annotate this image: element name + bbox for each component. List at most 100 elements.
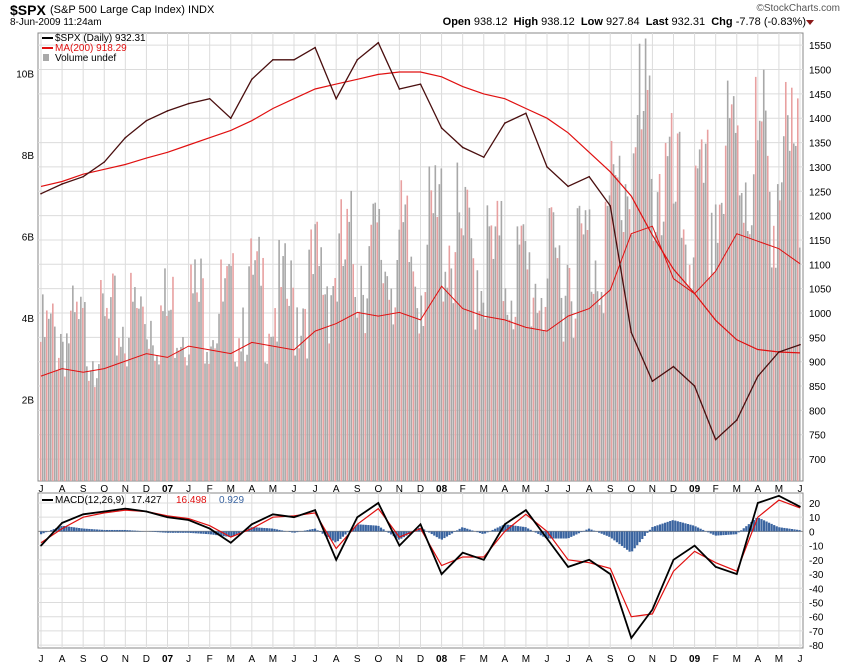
macd-histogram-bar <box>83 528 86 532</box>
volume-bar <box>156 356 158 481</box>
volume-bar <box>46 310 48 481</box>
volume-bar <box>564 295 567 481</box>
volume-bar <box>554 247 557 481</box>
legend-price-text: $SPX (Daily) 932.31 <box>55 33 146 44</box>
x-tick-label-top: D <box>670 484 677 495</box>
volume-bar <box>360 265 363 481</box>
volume-bar <box>178 350 180 481</box>
volume-bar <box>784 81 787 481</box>
x-tick-label-bottom: N <box>396 654 403 665</box>
volume-bar <box>504 288 507 481</box>
volume-bar <box>568 267 571 481</box>
macd-histogram-bar <box>341 531 345 537</box>
macd-histogram-bar <box>722 531 725 536</box>
volume-bar <box>174 357 176 481</box>
volume-bar <box>320 247 322 481</box>
x-tick-label-top: S <box>607 484 614 495</box>
macd-histogram-bar <box>308 529 312 532</box>
macd-histogram-bar <box>686 524 690 532</box>
macd-histogram-bar <box>306 530 309 532</box>
volume-bar <box>630 234 633 481</box>
description-text: (S&P 500 Large Cap Index) <box>50 4 185 16</box>
volume-bar <box>108 318 110 481</box>
volume-bar <box>658 173 661 481</box>
price-point <box>525 112 527 115</box>
price-point <box>799 343 801 346</box>
volume-bar <box>696 168 699 481</box>
price-point <box>757 375 759 378</box>
macd-histogram-bar <box>615 531 619 543</box>
volume-bar <box>542 330 545 481</box>
volume-bar <box>444 271 447 481</box>
macd-histogram-bar <box>476 531 479 533</box>
x-tick-label-top: S <box>354 484 361 495</box>
x-tick-label-bottom: N <box>122 654 129 665</box>
macd-histogram-bar <box>400 531 403 539</box>
credit-label[interactable]: ©StockCharts.com <box>756 3 840 14</box>
volume-bar <box>538 310 541 481</box>
volume-bar <box>182 337 184 481</box>
macd-histogram-bar <box>438 531 441 539</box>
volume-bar <box>446 287 449 481</box>
macd-point <box>757 502 759 504</box>
price-y-tick-label: 1400 <box>809 114 832 125</box>
macd-histogram-bar <box>765 521 768 532</box>
x-tick-label-bottom: 08 <box>436 654 448 665</box>
volume-y-tick-label: 8B <box>22 151 35 162</box>
macd-histogram-bar <box>372 525 375 532</box>
macd-histogram-bar <box>255 527 258 532</box>
macd-histogram-bar <box>757 517 761 532</box>
volume-bar <box>242 307 244 481</box>
macd-y-tick-label: -30 <box>809 570 824 581</box>
macd-point <box>567 566 569 568</box>
volume-bar <box>738 195 741 482</box>
volume-bar <box>582 234 585 481</box>
x-tick-label-bottom: A <box>586 654 593 665</box>
macd-histogram-bar <box>696 527 700 532</box>
macd-point <box>293 516 295 518</box>
macd-histogram-bar <box>321 531 324 534</box>
legend-signal-value: 16.498 <box>176 495 207 506</box>
macd-histogram-bar <box>499 526 502 532</box>
volume-bar <box>166 315 168 481</box>
volume-bar <box>80 296 82 481</box>
price-y-tick-label: 1100 <box>809 260 831 271</box>
price-point <box>735 419 738 421</box>
volume-bar <box>302 308 304 481</box>
volume-bar <box>742 222 745 482</box>
volume-bar <box>702 182 705 481</box>
x-tick-label-top: J <box>545 484 550 495</box>
macd-histogram-bar <box>220 531 223 536</box>
volume-bar <box>150 320 152 481</box>
macd-histogram-bar <box>405 531 408 536</box>
volume-bar <box>316 221 318 481</box>
volume-bar <box>584 210 587 481</box>
macd-histogram-bar <box>240 531 243 532</box>
price-point <box>82 175 84 178</box>
x-tick-label-top: A <box>333 484 340 495</box>
volume-bar <box>208 363 210 481</box>
macd-histogram-bar <box>795 529 799 532</box>
volume-bar <box>414 286 417 481</box>
price-point <box>251 78 253 81</box>
volume-bar <box>404 204 407 481</box>
price-point <box>293 58 295 61</box>
volume-bar <box>566 264 569 481</box>
volume-bar <box>370 224 373 482</box>
macd-point <box>187 519 190 521</box>
macd-histogram-bar <box>263 527 266 532</box>
price-point <box>208 97 211 100</box>
macd-histogram-bar <box>225 531 228 537</box>
x-tick-label-bottom: A <box>248 654 255 665</box>
price-point <box>672 365 675 368</box>
macd-histogram-bar <box>620 531 624 547</box>
volume-bar <box>644 38 647 482</box>
price-point <box>398 88 401 90</box>
macd-histogram-bar <box>666 521 669 532</box>
high-value: 938.12 <box>541 16 575 28</box>
volume-bar <box>292 287 294 481</box>
macd-histogram-bar <box>72 527 76 532</box>
volume-bar <box>726 80 729 481</box>
chg-value: -7.78 (-0.83%) <box>735 16 806 28</box>
x-tick-label-bottom: O <box>374 654 382 665</box>
